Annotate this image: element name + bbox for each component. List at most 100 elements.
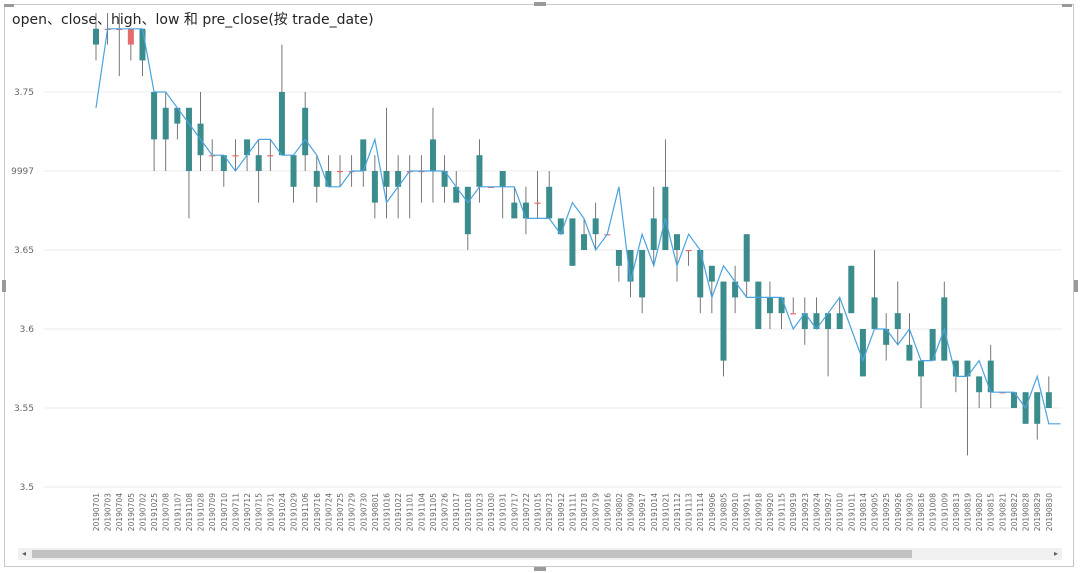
- candle-body-up: [464, 186, 471, 235]
- y-tick-label: 3.6: [20, 325, 35, 335]
- x-tick-label: 20190723: [545, 493, 554, 531]
- x-tick-label: 20190815: [987, 493, 996, 531]
- candle-body-up: [929, 329, 936, 361]
- candle-body-up: [453, 186, 460, 203]
- x-tick-label: 20191017: [452, 493, 461, 531]
- candle-body-up: [371, 171, 378, 203]
- candle-body-up: [313, 171, 320, 187]
- candle-body-up: [1045, 392, 1052, 408]
- candle-body-up: [964, 360, 971, 377]
- resize-handle-bottom[interactable]: [534, 567, 546, 571]
- candle-body-up: [476, 155, 483, 187]
- x-tick-label: 20191031: [499, 493, 508, 531]
- x-tick-label: 20190704: [115, 493, 124, 531]
- resize-handle-left[interactable]: [2, 280, 6, 292]
- candle-body-up: [813, 313, 820, 329]
- candle-body-up: [441, 171, 448, 187]
- candle-body-up: [546, 186, 553, 219]
- x-tick-label: 20190731: [266, 493, 275, 531]
- candle-body-up: [615, 250, 622, 266]
- x-tick-label: 20190820: [975, 493, 984, 531]
- scroll-thumb[interactable]: [32, 550, 912, 558]
- x-tick-label: 20190910: [731, 493, 740, 531]
- x-tick-label: 20190912: [557, 493, 566, 531]
- x-tick-label: 20191101: [406, 493, 415, 531]
- x-tick-label: 20191008: [929, 493, 938, 531]
- candle-body-up: [894, 313, 901, 329]
- x-tick-label: 20190730: [359, 493, 368, 531]
- candle-body-up: [278, 92, 285, 156]
- candle-body-up: [255, 155, 262, 171]
- candle-body-up: [185, 107, 192, 171]
- x-tick-label: 20191105: [429, 493, 438, 531]
- x-tick-label: 20190710: [220, 493, 229, 531]
- x-tick-label: 20190802: [615, 493, 624, 531]
- x-tick-label: 20190909: [627, 493, 636, 531]
- candle-body-up: [906, 344, 913, 361]
- candle-body-up: [244, 139, 251, 156]
- candle-body-up: [825, 313, 832, 329]
- y-tick-label: 3.75: [14, 88, 34, 98]
- candle-body-down: [337, 171, 344, 173]
- x-tick-label: 20191114: [696, 493, 705, 531]
- x-tick-label: 20190814: [859, 493, 868, 531]
- resize-handle-corner-tl[interactable]: [4, 4, 14, 7]
- y-tick-label: 3.5: [20, 483, 34, 493]
- y-tick-label: 9997: [11, 167, 34, 177]
- x-tick-label: 20191011: [847, 493, 856, 531]
- candle-body-down: [267, 155, 274, 157]
- candle-body-up: [732, 281, 739, 298]
- resize-handle-top[interactable]: [534, 2, 546, 6]
- x-tick-label: 20190930: [905, 493, 914, 531]
- x-tick-label: 20190905: [871, 493, 880, 531]
- x-tick-label: 20190926: [894, 493, 903, 531]
- x-tick-label: 20191025: [150, 493, 159, 531]
- candle-body-up: [395, 171, 402, 187]
- x-tick-label: 20190830: [1045, 493, 1054, 531]
- candle-body-down: [127, 28, 134, 45]
- x-tick-label: 20190712: [243, 493, 252, 531]
- x-tick-label: 20190701: [92, 493, 101, 531]
- candle-body-up: [139, 28, 146, 61]
- x-tick-label: 20190906: [708, 493, 717, 531]
- candle-body-up: [569, 218, 576, 266]
- x-tick-label: 20191111: [568, 493, 577, 531]
- candle-body-down: [232, 155, 239, 157]
- x-tick-label: 20191107: [173, 493, 182, 531]
- candle-body-up: [522, 202, 529, 219]
- candle-body-up: [848, 265, 855, 314]
- candle-body-up: [429, 139, 436, 171]
- candle-body-up: [220, 155, 227, 171]
- candle-body-up: [325, 171, 332, 187]
- x-tick-label: 20191018: [464, 493, 473, 531]
- horizontal-scrollbar[interactable]: ◂ ▸: [18, 548, 1062, 560]
- scroll-left-icon[interactable]: ◂: [21, 549, 26, 558]
- x-tick-label: 20190923: [801, 493, 810, 531]
- resize-handle-right[interactable]: [1074, 280, 1078, 292]
- candle-body-up: [697, 250, 704, 298]
- x-tick-label: 20190916: [603, 493, 612, 531]
- candle-body-up: [859, 329, 866, 377]
- x-tick-label: 20190709: [208, 493, 217, 531]
- candle-body-up: [360, 139, 367, 171]
- x-tick-label: 20190717: [510, 493, 519, 531]
- candle-body-up: [871, 297, 878, 329]
- resize-handle-corner-tr[interactable]: [1062, 4, 1072, 7]
- x-tick-label: 20190805: [719, 493, 728, 531]
- x-tick-label: 20191028: [197, 493, 206, 531]
- x-tick-label: 20190729: [348, 493, 357, 531]
- scroll-right-icon[interactable]: ▸: [1053, 549, 1058, 558]
- candle-body-up: [918, 360, 925, 377]
- candle-body-up: [720, 281, 727, 361]
- x-tick-label: 20190918: [754, 493, 763, 531]
- x-tick-label: 20190813: [952, 493, 961, 531]
- pre-close-line: [95, 28, 1061, 425]
- candle-body-up: [650, 218, 657, 250]
- x-tick-label: 20191010: [836, 493, 845, 531]
- x-tick-label: 20190920: [766, 493, 775, 531]
- x-tick-label: 20190724: [324, 493, 333, 531]
- candle-body-up: [801, 313, 808, 329]
- candle-body-up: [174, 107, 181, 124]
- x-tick-label: 20191104: [417, 493, 426, 531]
